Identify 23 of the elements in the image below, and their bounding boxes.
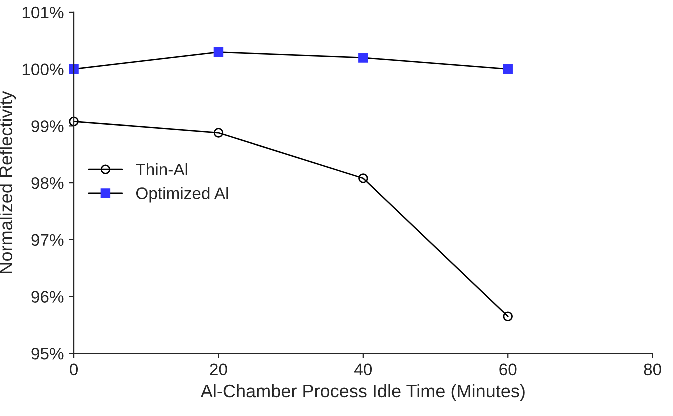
y-tick-label: 96% bbox=[32, 291, 64, 303]
x-tick-label: 0 bbox=[70, 364, 78, 376]
legend-label: Optimized Al bbox=[136, 187, 228, 203]
x-axis-title: Al-Chamber Process Idle Time (Minutes) bbox=[200, 384, 525, 402]
point bbox=[214, 128, 224, 138]
point bbox=[358, 53, 368, 63]
point bbox=[503, 64, 513, 74]
x-tick-label: 80 bbox=[644, 364, 662, 376]
y-tick-label: 100% bbox=[22, 64, 64, 76]
y-tick-label: 98% bbox=[32, 177, 64, 190]
x-tick-label: 40 bbox=[354, 364, 372, 376]
point bbox=[503, 312, 513, 322]
y-tick-label: 95% bbox=[32, 348, 64, 360]
point bbox=[358, 174, 368, 184]
legend-label: Thin-Al bbox=[136, 163, 188, 176]
x-tick-label: 60 bbox=[500, 364, 517, 376]
point bbox=[69, 64, 79, 74]
y-tick-label: 101% bbox=[22, 6, 64, 19]
point bbox=[69, 116, 79, 126]
y-tick-label: 99% bbox=[32, 120, 64, 132]
point bbox=[214, 47, 224, 58]
x-tick-label: 20 bbox=[210, 364, 228, 376]
y-tick-label: 97% bbox=[32, 234, 64, 246]
